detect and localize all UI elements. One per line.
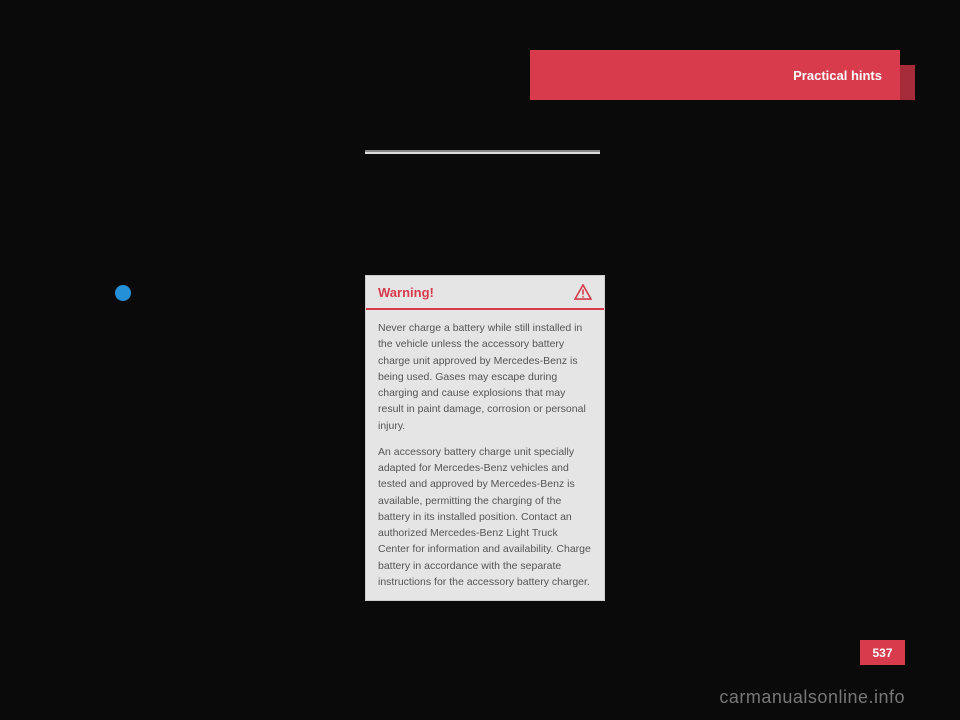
- section-title: Practical hints: [793, 68, 882, 83]
- page-number-box: 537: [860, 640, 905, 665]
- warning-paragraph-1: Never charge a battery while still insta…: [378, 320, 592, 434]
- warning-header: Warning!: [366, 276, 604, 308]
- page-number: 537: [872, 646, 892, 660]
- bullet-dot-icon: [115, 285, 131, 301]
- section-header-box: Practical hints: [530, 50, 900, 100]
- page-container: Practical hints Warning! Never charge a …: [0, 0, 960, 720]
- warning-box: Warning! Never charge a battery while st…: [365, 275, 605, 601]
- warning-body: Never charge a battery while still insta…: [366, 310, 604, 600]
- content-divider: [365, 150, 600, 154]
- warning-paragraph-2: An accessory battery charge unit special…: [378, 444, 592, 590]
- section-tab: [900, 65, 915, 100]
- warning-title: Warning!: [378, 285, 434, 300]
- watermark-text: carmanualsonline.info: [719, 687, 905, 708]
- warning-triangle-icon: [574, 284, 592, 300]
